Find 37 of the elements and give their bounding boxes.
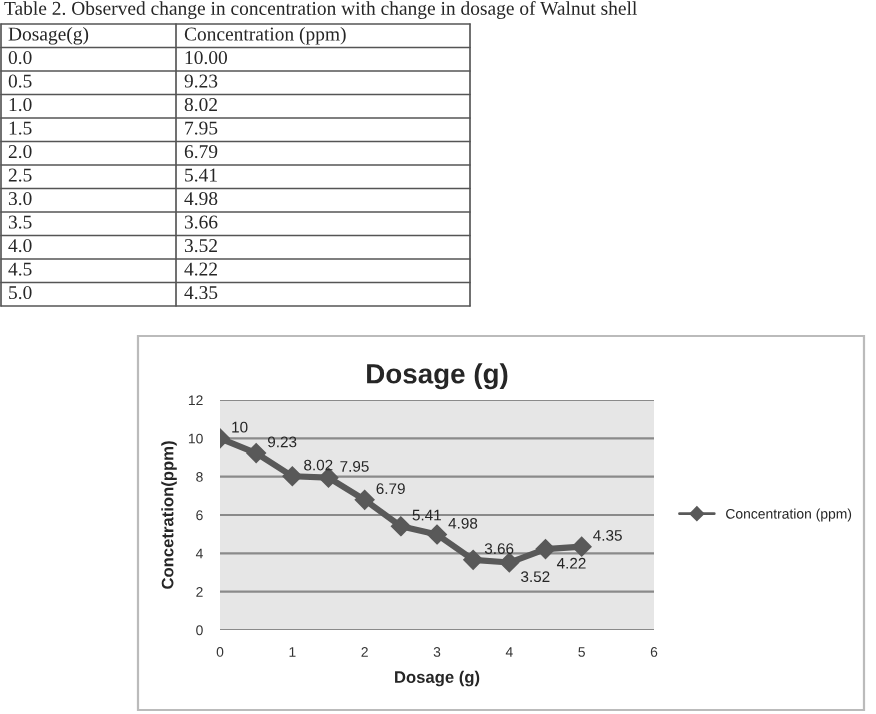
text: 2.5 bbox=[8, 168, 32, 182]
point bbox=[354, 489, 375, 510]
text: 1.5 bbox=[9, 121, 32, 135]
text: 3.66 bbox=[184, 215, 218, 229]
caption: Table 2. Observed change in concentration with change in dosage of Walnut shell bbox=[4, 1, 637, 19]
text: 3.0 bbox=[8, 192, 32, 206]
point bbox=[499, 552, 520, 573]
text: 6.79 bbox=[184, 145, 218, 159]
point bbox=[390, 516, 411, 537]
point bbox=[571, 536, 592, 557]
text: 8.02 bbox=[184, 98, 217, 112]
text: 0.5 bbox=[8, 74, 32, 88]
point bbox=[246, 443, 267, 463]
y-axis-title: Concetration(ppm) bbox=[161, 441, 177, 589]
text: 3.5 bbox=[8, 215, 32, 229]
text: Dosage(g) bbox=[8, 26, 89, 45]
text: 1.0 bbox=[9, 98, 32, 112]
x-axis-title: Dosage (g) bbox=[395, 670, 480, 687]
text: 3.52 bbox=[184, 239, 217, 253]
text: 9.23 bbox=[184, 74, 218, 88]
point bbox=[463, 549, 484, 570]
chart-title: Dosage (g) bbox=[367, 363, 508, 390]
text: 0.0 bbox=[8, 51, 32, 65]
text: 4.35 bbox=[184, 286, 218, 300]
text: 4.5 bbox=[8, 262, 32, 276]
text: 4.98 bbox=[184, 192, 218, 206]
text: Concentration (ppm) bbox=[184, 26, 346, 45]
text: 7.95 bbox=[185, 121, 218, 135]
text: 5.0 bbox=[9, 286, 32, 300]
text: 5.41 bbox=[185, 168, 217, 182]
point bbox=[282, 466, 303, 487]
text: 2.0 bbox=[8, 145, 32, 159]
text: 4.0 bbox=[8, 239, 32, 253]
text: 10.00 bbox=[185, 51, 228, 65]
point bbox=[427, 524, 447, 545]
text: 4.22 bbox=[184, 262, 217, 276]
point bbox=[535, 539, 556, 559]
